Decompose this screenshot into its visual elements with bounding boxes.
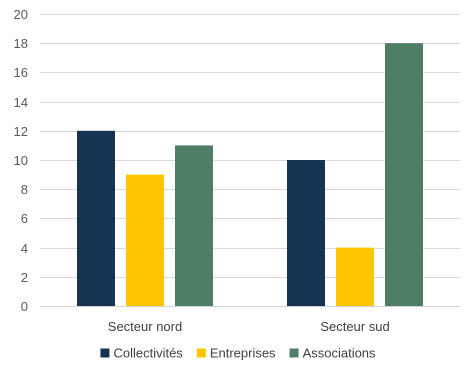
legend-swatch [100, 348, 110, 358]
y-tick-label: 2 [21, 270, 28, 285]
bar-collectivit-s-2 [287, 160, 325, 306]
y-tick-label: 16 [14, 65, 28, 80]
legend-swatch [289, 348, 299, 358]
y-tick-label: 6 [21, 211, 28, 226]
bar-associations-1 [175, 145, 213, 306]
bar-collectivit-s-1 [77, 130, 115, 306]
y-tick-label: 0 [21, 299, 28, 314]
x-axis-categories: Secteur nord Secteur sud [108, 319, 390, 334]
y-tick-label: 8 [21, 182, 28, 197]
x-category-label: Secteur sud [320, 319, 389, 334]
legend-label: Collectivités [113, 346, 183, 361]
y-tick-label: 20 [14, 7, 28, 22]
y-tick-label: 10 [14, 153, 28, 168]
bar-entreprises-2 [336, 247, 374, 306]
y-tick-label: 4 [21, 241, 28, 256]
legend-label: Associations [303, 346, 376, 361]
legend-label: Entreprises [210, 346, 276, 361]
y-tick-label: 18 [14, 36, 28, 51]
y-tick-label: 12 [14, 124, 28, 139]
legend: Collectivités Entreprises Associations [100, 346, 376, 361]
bars [77, 43, 423, 306]
y-tick-label: 14 [14, 95, 28, 110]
y-axis-ticks: 0 2 4 6 8 10 12 14 16 18 20 [14, 7, 28, 314]
legend-swatch [196, 348, 206, 358]
bar-entreprises-1 [126, 174, 164, 306]
bar-associations-2 [385, 43, 423, 306]
x-category-label: Secteur nord [108, 319, 182, 334]
